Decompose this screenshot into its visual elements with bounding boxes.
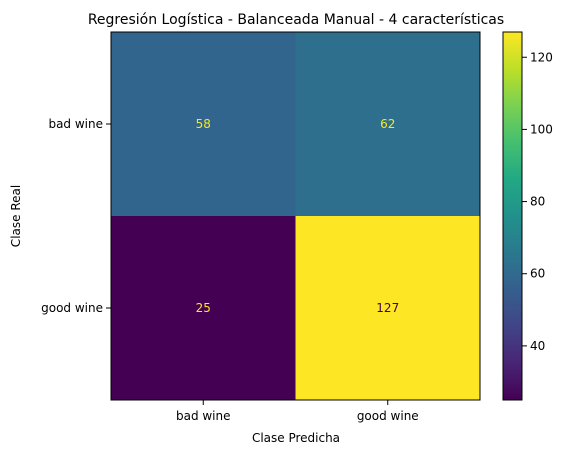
x-axis-label: Clase Predicha (252, 431, 340, 445)
heatmap-cells (111, 32, 481, 401)
heatmap-cell (111, 216, 296, 401)
heatmap-cell (111, 32, 296, 217)
x-axis-ticks: bad wine good wine (176, 400, 419, 423)
plot-frame (110, 31, 481, 401)
colorbar-tick-label: 40 (530, 339, 545, 353)
y-tick-label: good wine (41, 301, 103, 315)
colorbar (502, 31, 523, 401)
colorbar-tick-label: 80 (530, 195, 545, 209)
x-tick-label: good wine (357, 409, 419, 423)
x-tick-label: bad wine (176, 409, 231, 423)
colorbar-ticks: 40 60 80 100 120 (522, 50, 553, 353)
colorbar-tick-label: 60 (530, 267, 545, 281)
cell-value-label: 62 (380, 117, 395, 131)
chart-title: Regresión Logística - Balanceada Manual … (88, 12, 504, 28)
heatmap-cell (295, 216, 481, 401)
y-tick-label: bad wine (48, 117, 103, 131)
colorbar-tick-label: 100 (530, 122, 553, 136)
cell-value-label: 25 (196, 301, 211, 315)
y-axis-label: Clase Real (9, 185, 23, 247)
cell-value-label: 127 (376, 301, 399, 315)
y-axis-ticks: bad wine good wine (41, 117, 111, 315)
heatmap-cell (295, 32, 481, 217)
cell-value-label: 58 (196, 117, 211, 131)
heatmap-cell-labels: 58 62 25 127 (196, 117, 400, 315)
colorbar-tick-label: 120 (530, 50, 553, 64)
